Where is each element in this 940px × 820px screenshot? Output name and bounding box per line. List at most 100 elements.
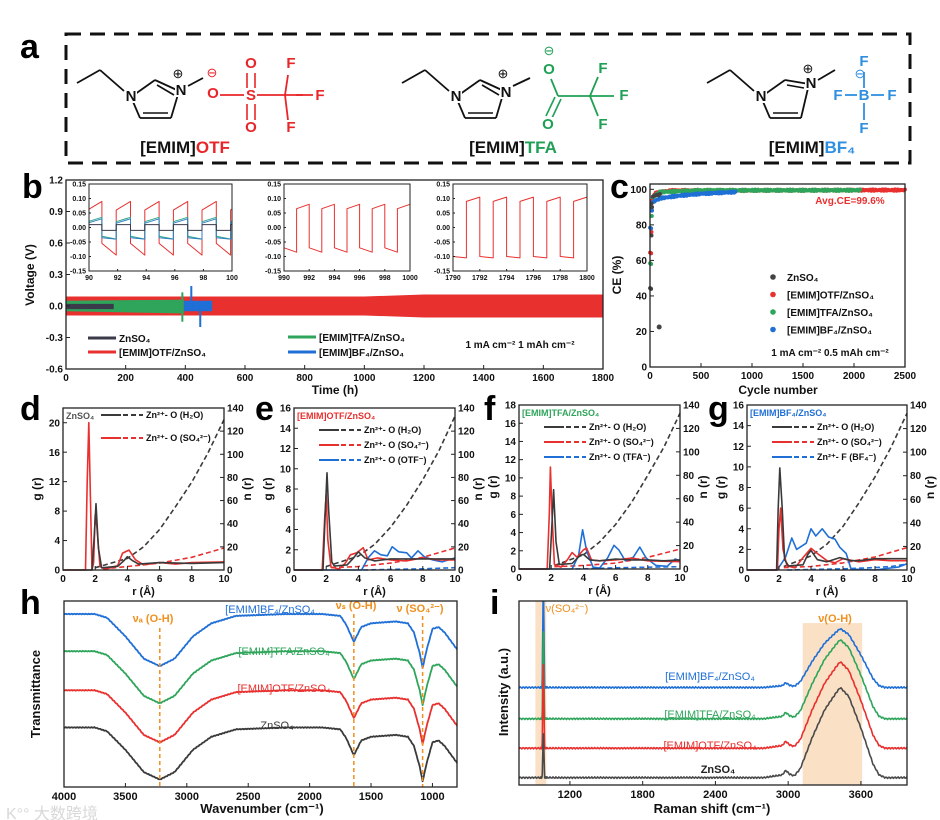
- atom-label: O: [245, 55, 257, 72]
- molecule-name: [EMIM]OTF: [140, 138, 230, 157]
- raman-spectrum: [519, 686, 907, 780]
- y2-tick-label: 20: [910, 542, 922, 553]
- molecule-anion: OTF: [196, 138, 230, 157]
- panel-letter-d: d: [20, 390, 41, 428]
- x-tick-label: 3000: [175, 791, 199, 803]
- y-tick-label: 2: [738, 545, 744, 556]
- plot-frame: [63, 600, 458, 788]
- legend-label: Zn²⁺- O (H₂O): [589, 422, 646, 432]
- x-tick-label: 1200: [558, 789, 582, 801]
- rdf-curve: [294, 471, 455, 571]
- y2-tick-label: 20: [227, 542, 239, 553]
- highlight-band: [802, 623, 863, 785]
- y-tick-label: 0.15: [267, 182, 281, 189]
- atom-bg: [245, 56, 257, 70]
- y-tick-label: 4: [285, 525, 291, 536]
- panel-title: [EMIM]OTF/ZnSO₄: [297, 411, 375, 421]
- y-tick-label: -0.15: [70, 269, 86, 276]
- y2-tick-label: 20: [458, 542, 470, 553]
- y-tick-label: 18: [505, 401, 517, 412]
- x-tick-label: 2: [776, 574, 782, 585]
- methyl-bond: [187, 77, 204, 87]
- atom-label: O: [207, 85, 219, 102]
- series-label: ZnSO₄: [260, 720, 294, 732]
- x-tick-label: 1000: [402, 275, 418, 282]
- y-tick-label: 0.00: [72, 225, 86, 232]
- y2-axis-label: n (r): [240, 477, 254, 500]
- x-tick-label: 10: [901, 574, 913, 585]
- atom-bg: [500, 85, 512, 99]
- y2-tick-label: 0: [683, 565, 689, 576]
- x-axis-label: Wavenumber (cm⁻¹): [200, 801, 323, 816]
- legend-label: Zn²⁺- O (TFA⁻): [589, 452, 650, 462]
- x-tick-label: 2000: [843, 371, 866, 382]
- y-axis-label: g (r): [261, 477, 275, 500]
- y-tick-label: 0: [641, 363, 647, 374]
- y2-tick-label: 140: [458, 404, 475, 415]
- y2-tick-label: 60: [458, 496, 470, 507]
- x-tick-label: 8: [189, 574, 195, 585]
- molecule-anion: TFA: [525, 138, 557, 157]
- y2-tick-label: 100: [227, 450, 244, 461]
- atom-label: B: [859, 87, 870, 104]
- panel-title: [EMIM]TFA/ZnSO₄: [522, 408, 599, 418]
- y-tick-label: 0.15: [436, 182, 450, 189]
- y2-tick-label: 120: [227, 427, 244, 438]
- y2-tick-label: 0: [227, 566, 233, 577]
- atom-label: O: [245, 119, 257, 136]
- y-tick-label: 16: [733, 401, 745, 412]
- molecule-prefix: [EMIM]: [469, 138, 525, 157]
- x-tick-label: 998: [379, 275, 391, 282]
- y-axis-label: g (r): [486, 475, 500, 498]
- plot-frame: [518, 600, 908, 786]
- voltage-band-2: [66, 303, 114, 310]
- y-tick-label: 0.0: [49, 302, 63, 313]
- rdf-curve: [747, 527, 908, 571]
- y2-axis-label: n (r): [471, 477, 485, 500]
- atom-bg: [207, 86, 219, 100]
- ce-point: [858, 187, 863, 192]
- x-tick-label: 1800: [592, 373, 615, 384]
- x-tick-label: 0: [291, 574, 297, 585]
- atom-bg: [832, 88, 844, 102]
- atom-label: F: [859, 120, 868, 137]
- plot-frame: [518, 404, 681, 570]
- rdf-curve: [519, 466, 681, 570]
- double-bond: [156, 84, 175, 96]
- charge-symbol: ⊖: [855, 66, 866, 81]
- atom-bg: [543, 62, 555, 76]
- x-tick-label: 6: [613, 573, 619, 584]
- molecule-box: [64, 32, 912, 165]
- y2-tick-label: 60: [683, 494, 695, 505]
- y-tick-label: -0.10: [265, 254, 281, 261]
- bond: [424, 69, 450, 92]
- x-tick-label: 92: [114, 275, 122, 282]
- ce-point: [649, 213, 654, 218]
- ce-outlier-point: [656, 324, 662, 330]
- y-tick-label: 0.05: [72, 211, 86, 218]
- molecule-prefix: [EMIM]: [769, 138, 825, 157]
- y-axis-label: Intensity (a.u.): [496, 648, 511, 736]
- x-tick-label: 0: [647, 371, 653, 382]
- y-tick-label: 12: [280, 444, 292, 455]
- y-tick-label: 1.2: [49, 176, 63, 187]
- atom-bg: [175, 83, 187, 97]
- inset-voltage-trace: [452, 196, 588, 259]
- y-axis-label: Voltage (V): [23, 244, 37, 306]
- x-tick-label: 1800: [630, 789, 654, 801]
- x-tick-label: 0: [63, 373, 69, 384]
- y-tick-label: 6: [285, 505, 291, 516]
- atom-label: F: [286, 55, 295, 72]
- x-tick-label: 1000: [420, 791, 444, 803]
- y2-tick-label: 120: [458, 427, 475, 438]
- peak-annotation: ν (SO₄²⁻): [396, 603, 443, 615]
- y-tick-label: 6: [738, 504, 744, 515]
- x-tick-label: 1790: [445, 275, 461, 282]
- atom-bg: [755, 89, 767, 103]
- y-tick-label: -0.3: [46, 333, 64, 344]
- x-tick-label: 1792: [472, 275, 488, 282]
- y-tick-label: -0.15: [434, 269, 450, 276]
- bond: [284, 74, 289, 96]
- y-tick-label: 0.9: [49, 207, 63, 218]
